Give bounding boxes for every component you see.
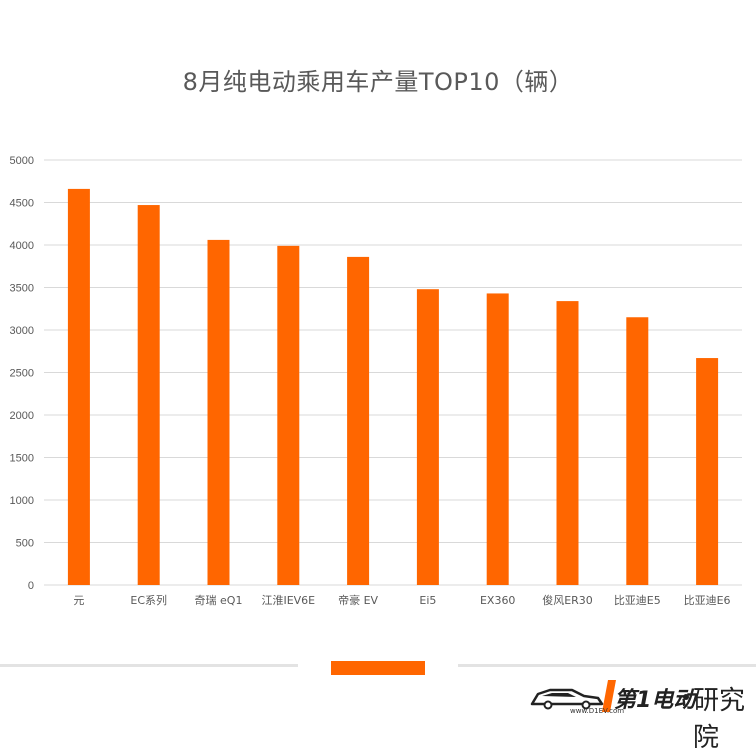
x-tick-label: EX360	[480, 594, 515, 607]
bar	[416, 289, 439, 585]
x-tick-label: 江淮IEV6E	[261, 594, 315, 607]
chart-title: 8月纯电动乘用车产量TOP10（辆）	[182, 68, 574, 96]
y-tick-label: 1000	[10, 495, 34, 507]
brand-subtitle: 研究院	[693, 686, 746, 753]
brand-url: www.D1EV.com	[570, 707, 625, 715]
y-tick-label: 500	[16, 538, 34, 550]
brand-text: 第1电动	[614, 688, 696, 713]
footer-divider-left	[0, 664, 298, 667]
x-tick-label: 元	[73, 594, 84, 607]
bar	[486, 293, 509, 585]
y-tick-label: 1500	[10, 453, 34, 465]
bar	[207, 239, 230, 585]
bar	[137, 205, 160, 586]
y-tick-label: 0	[28, 580, 34, 592]
y-tick-label: 2000	[10, 410, 34, 422]
x-tick-label: 俊风ER30	[542, 593, 593, 607]
bar-chart: 0 500 1000 1500 2000 2500 3000 3500 4000 4500 5000…	[10, 155, 742, 607]
bar	[67, 188, 90, 585]
footer-accent-bar	[331, 661, 425, 675]
y-tick-label: 4000	[10, 240, 34, 252]
y-tick-label: 5000	[10, 155, 34, 167]
bar	[277, 245, 300, 585]
x-tick-label: EC系列	[130, 593, 167, 607]
y-tick-label: 3000	[10, 325, 34, 337]
x-tick-label: 比亚迪E6	[684, 594, 731, 607]
x-tick-label: 比亚迪E5	[614, 594, 661, 607]
bar	[696, 358, 719, 585]
bar	[556, 301, 579, 585]
bar	[626, 317, 649, 585]
y-tick-label: 2500	[10, 368, 34, 380]
y-tick-label: 3500	[10, 283, 34, 295]
x-tick-label: Ei5	[419, 594, 436, 607]
brand-logo: 第1电动 研究院 www.D1EV.com	[528, 676, 750, 753]
brand-separator-dot	[683, 694, 689, 700]
y-tick-label: 4500	[10, 198, 34, 210]
footer-divider-right	[458, 664, 756, 667]
car-logo-icon	[530, 680, 616, 712]
bar	[347, 256, 370, 585]
x-tick-label: 帝豪 EV	[338, 593, 378, 607]
x-tick-label: 奇瑞 eQ1	[195, 593, 243, 607]
